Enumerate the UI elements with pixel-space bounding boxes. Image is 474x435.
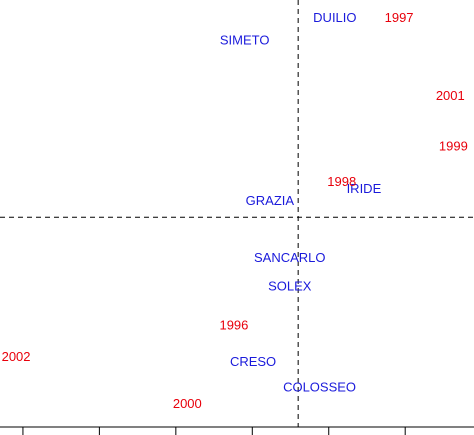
genotype-label: DUILIO	[313, 10, 356, 25]
point-labels: DUILIO SIMETO IRIDE GRAZIA SANCARLO SOLEX CRES…	[2, 10, 468, 411]
genotype-label: IRIDE	[347, 181, 382, 196]
year-label: 1996	[219, 317, 248, 332]
year-label: 1999	[439, 138, 468, 153]
genotype-label: SANCARLO	[254, 250, 326, 265]
x-axis	[0, 426, 474, 435]
genotype-label: COLOSSEO	[283, 379, 356, 394]
year-label: 2000	[173, 396, 202, 411]
year-label: 2001	[436, 88, 465, 103]
genotype-label: SIMETO	[220, 33, 270, 48]
genotype-label: GRAZIA	[246, 193, 295, 208]
genotype-label: CRESO	[230, 354, 276, 369]
year-label: 2002	[2, 349, 31, 364]
genotype-label: SOLEX	[268, 278, 312, 293]
year-label: 1998	[327, 174, 356, 189]
year-label: 1997	[385, 10, 414, 25]
